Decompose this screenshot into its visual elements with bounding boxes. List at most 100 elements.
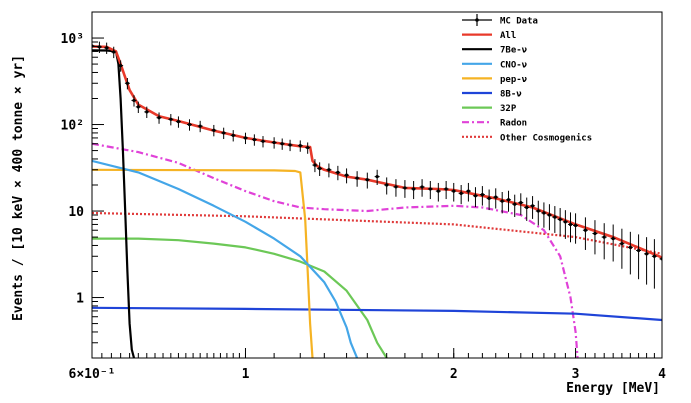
mc-data-marker (212, 128, 216, 132)
mc-data-marker (558, 217, 562, 222)
series-line-all (92, 45, 662, 259)
mc-data-point (465, 182, 471, 202)
mc-data-marker (636, 248, 641, 253)
mc-data-point (230, 130, 236, 142)
legend: MC Data All 7Be-ν CNO-ν pep-ν 8B-ν 32P Radon Oth… (462, 14, 592, 143)
mc-data-point (144, 106, 150, 119)
mc-data-marker (611, 237, 615, 241)
mc-data-marker (444, 187, 448, 191)
mc-data-point (458, 185, 464, 205)
legend-label: pep-ν (500, 75, 528, 85)
x-tick-label: 2 (450, 367, 458, 382)
mc-data-marker (112, 50, 116, 54)
mc-data-marker (187, 122, 192, 127)
legend-label: 7Be-ν (500, 46, 528, 56)
mc-data-point (260, 136, 266, 148)
mc-data-point (242, 132, 248, 145)
mc-data-marker (513, 202, 517, 206)
legend-label: 8B-ν (500, 90, 522, 100)
x-axis-title: Energy [MeV] (566, 381, 660, 396)
mc-data-marker (553, 215, 557, 219)
mc-data-marker (222, 131, 226, 135)
mc-data-marker (145, 110, 149, 114)
series-line-cno- (92, 159, 359, 358)
mc-data-point (541, 202, 547, 228)
mc-data-point (279, 138, 285, 150)
mc-data-point (610, 224, 616, 262)
mc-data-point (518, 193, 524, 216)
mc-data-point (131, 95, 137, 107)
mc-data-point (305, 142, 311, 154)
mc-data-point (118, 60, 124, 72)
mc-data-point (512, 194, 518, 217)
mc-data-marker (272, 140, 276, 145)
x-tick-label: 4 (658, 367, 666, 382)
mc-data-marker (473, 194, 478, 198)
mc-data-marker (506, 198, 511, 202)
mc-data-marker (428, 187, 432, 191)
mc-data-point (135, 101, 141, 113)
mc-data-point (651, 239, 657, 289)
mc-data-point (364, 172, 370, 189)
legend-entry: All (462, 31, 516, 41)
mc-data-point (156, 112, 162, 124)
legend-entry: 7Be-ν (462, 46, 528, 56)
mc-data-point (499, 191, 505, 214)
mc-data-point (506, 190, 512, 212)
series-line-pep- (92, 168, 314, 358)
series-line-radon (92, 142, 579, 358)
mc-data-marker (97, 45, 102, 49)
mc-data-marker (231, 133, 235, 137)
mc-data-point (186, 119, 192, 131)
mc-data-marker (536, 209, 540, 213)
mc-data-marker (298, 144, 302, 148)
mc-data-point (335, 165, 341, 181)
mc-data-marker (318, 166, 322, 171)
legend-entry: pep-ν (462, 75, 528, 85)
mc-data-marker (547, 213, 552, 217)
mc-data-marker (568, 222, 573, 227)
mc-data-point (221, 127, 227, 140)
mc-data-point (124, 78, 130, 90)
mc-data-marker (500, 199, 504, 203)
mc-data-marker (119, 64, 123, 68)
mc-data-point (535, 200, 541, 226)
mc-data-point (592, 220, 598, 255)
mc-data-marker (336, 170, 340, 174)
mc-data-marker (494, 195, 498, 199)
mc-data-marker (436, 189, 440, 193)
mc-data-point (619, 228, 625, 269)
mc-data-point (297, 140, 303, 152)
mc-data-marker (394, 185, 398, 189)
plot-area (92, 40, 662, 358)
y-axis-title: Events / [10 keV × 400 tonne × yr] (11, 55, 26, 321)
series-line-other-cosmogenics (92, 211, 662, 255)
mc-data-point (271, 137, 277, 149)
mc-data-marker (593, 231, 597, 236)
legend-entry: CNO-ν (462, 60, 528, 70)
mc-data-point (568, 212, 574, 243)
mc-data-marker (252, 137, 256, 142)
mc-data-marker (583, 228, 588, 232)
y-tick-label: 10³ (61, 32, 84, 47)
mc-data-marker (530, 204, 535, 208)
mc-data-point (562, 210, 568, 239)
mc-data-marker (563, 220, 567, 224)
mc-data-point (627, 231, 633, 275)
mc-data-marker (344, 173, 349, 177)
mc-data-marker (420, 185, 424, 189)
mc-data-marker (403, 186, 407, 190)
mc-data-point (573, 213, 579, 244)
mc-data-marker (644, 252, 649, 256)
legend-label: Other Cosmogenics (500, 132, 592, 143)
legend-entry: Other Cosmogenics (462, 132, 592, 143)
mc-data-point (443, 181, 449, 200)
mc-data-point (175, 116, 181, 128)
mc-data-point (326, 163, 332, 178)
mc-data-marker (466, 189, 470, 193)
mc-data-marker (198, 124, 202, 128)
legend-entry: MC Data (462, 14, 538, 27)
mc-data-point (486, 189, 492, 211)
series-line-7be- (92, 49, 136, 358)
mc-data-point (435, 182, 441, 202)
